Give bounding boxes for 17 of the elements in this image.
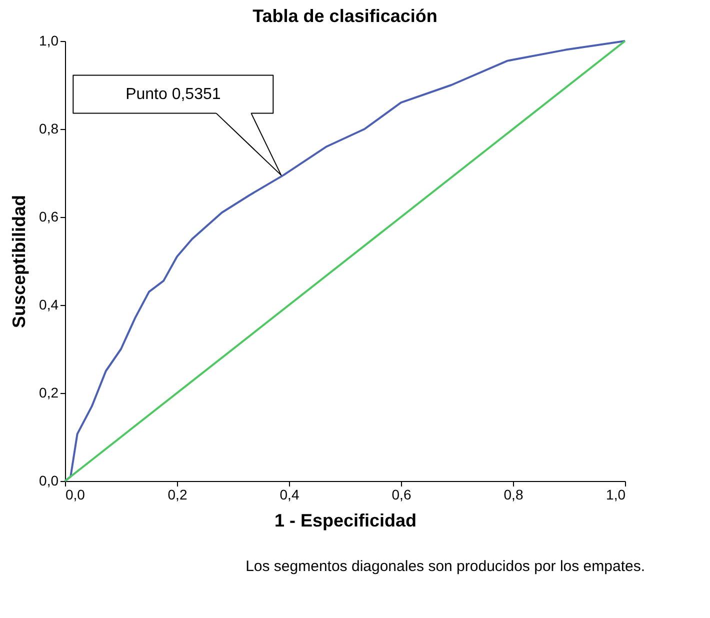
y-tick-label: 0,2: [39, 384, 59, 400]
y-tick-label: 0,0: [39, 472, 59, 488]
y-tick-label: 0,4: [39, 296, 59, 312]
y-axis-title: Susceptibilidad: [9, 194, 30, 328]
chart-title: Tabla de clasificación: [252, 6, 438, 26]
text: Los segmentos diagonales son producidos por los empates.: [246, 558, 645, 575]
x-tick-label: 0,0: [66, 486, 86, 502]
x-tick-label: 1,0: [606, 486, 626, 502]
y-tick-label: 0,8: [39, 120, 59, 136]
y-tick-label: 0,6: [39, 208, 59, 224]
x-tick-label: 0,4: [280, 486, 300, 502]
x-axis-title: 1 - Especificidad: [274, 510, 417, 530]
y-tick-label: 1,0: [39, 32, 59, 48]
annotation: Punto 0,5351: [126, 86, 221, 104]
x-tick-label: 0,2: [168, 486, 188, 502]
x-tick-label: 0,6: [392, 486, 412, 502]
x-tick-label: 0,8: [504, 486, 524, 502]
